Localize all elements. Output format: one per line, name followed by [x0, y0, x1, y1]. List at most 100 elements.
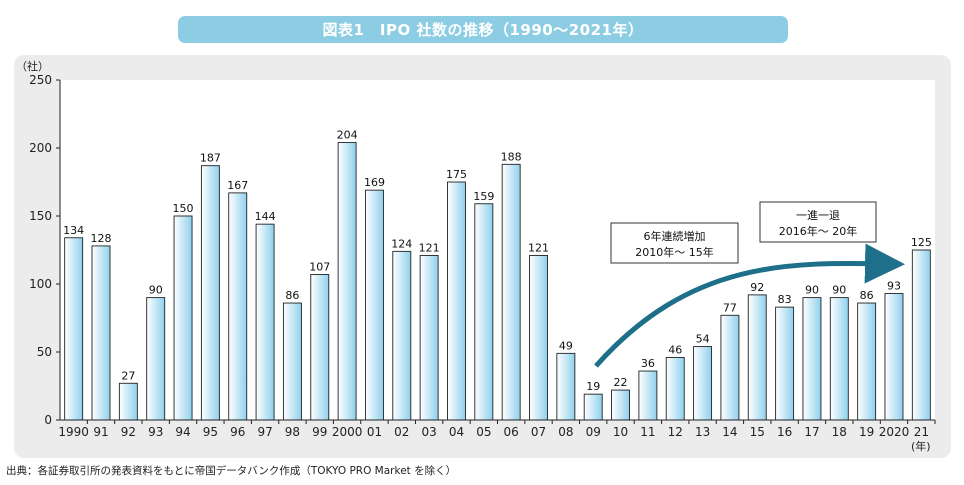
annotation-fluctuation-line2: 2016年〜 20年 — [779, 224, 858, 238]
data-label: 144 — [255, 210, 276, 223]
bar — [447, 181, 466, 421]
bar — [556, 352, 576, 421]
source-note: 出典：各証券取引所の発表資料をもとに帝国データバンク作成（TOKYO PRO M… — [6, 465, 457, 477]
x-tick-label: 1990 — [58, 425, 89, 439]
bar-series: 134 128 27 90 150 187 167 144 86 107 204 169 124 121 1… — [63, 129, 932, 421]
data-label: 77 — [723, 301, 737, 314]
bar — [173, 215, 193, 421]
bar — [365, 189, 384, 421]
data-label: 159 — [473, 190, 494, 203]
x-tick-label: 91 — [93, 425, 108, 439]
x-tick-label: 18 — [832, 425, 847, 439]
bar — [611, 389, 630, 421]
data-label: 86 — [860, 289, 874, 302]
x-tick-label: 98 — [285, 425, 300, 439]
data-label: 121 — [419, 241, 440, 254]
bar — [857, 302, 877, 421]
data-label: 92 — [750, 281, 764, 294]
x-tick-label: 94 — [175, 425, 190, 439]
trend-arrow — [594, 243, 905, 368]
data-label: 19 — [586, 380, 600, 393]
bar — [228, 192, 248, 421]
data-label: 187 — [200, 152, 221, 165]
bar — [884, 293, 904, 421]
bar — [118, 382, 138, 421]
data-label: 22 — [614, 376, 628, 389]
bar — [529, 254, 548, 421]
bar — [638, 370, 658, 421]
data-label: 175 — [446, 168, 467, 181]
x-tick-label: 2000 — [332, 425, 363, 439]
y-tick-label: 150 — [29, 209, 52, 223]
data-label: 49 — [559, 339, 573, 352]
bar — [282, 302, 302, 421]
data-label: 86 — [285, 289, 299, 302]
bar — [802, 297, 822, 421]
bar — [255, 223, 275, 421]
annotation-fluctuation-line1: 一進一退 — [796, 209, 840, 222]
data-label: 167 — [227, 179, 248, 192]
data-label: 93 — [887, 280, 901, 293]
y-tick-label: 100 — [29, 277, 52, 291]
annotation-increase-line2: 2010年〜 15年 — [635, 245, 714, 259]
data-label: 90 — [149, 284, 163, 297]
x-tick-label: 17 — [804, 425, 819, 439]
x-axis: 1990 91 92 93 94 95 96 97 98 99 2000 01 02 03 04 05 06 07… — [58, 419, 936, 439]
x-tick-label: 2020 — [879, 425, 910, 439]
data-label: 121 — [528, 241, 549, 254]
data-label: 125 — [911, 236, 932, 249]
x-tick-label: 08 — [558, 425, 573, 439]
x-tick-label: 19 — [859, 425, 874, 439]
data-label: 188 — [501, 150, 522, 163]
bar — [64, 237, 84, 421]
data-label: 204 — [337, 129, 358, 142]
bar — [91, 245, 111, 421]
x-tick-label: 97 — [257, 425, 272, 439]
x-tick-label: 15 — [750, 425, 765, 439]
x-tick-label: 05 — [476, 425, 491, 439]
bar — [693, 346, 713, 421]
bar — [720, 314, 740, 421]
x-tick-label: 10 — [613, 425, 628, 439]
data-label: 54 — [696, 333, 710, 346]
data-label: 128 — [91, 232, 112, 245]
annotation-increase-line1: 6年連続増加 — [644, 229, 706, 243]
bar — [501, 163, 521, 421]
x-tick-label: 04 — [449, 425, 464, 439]
bar — [911, 249, 931, 421]
x-tick-label: 01 — [367, 425, 382, 439]
data-label: 150 — [173, 202, 194, 215]
data-label: 169 — [364, 176, 385, 189]
y-tick-label: 200 — [29, 141, 52, 155]
bar — [200, 165, 220, 421]
bar — [829, 297, 849, 421]
annotation-increase: 6年連続増加 2010年〜 15年 — [610, 222, 739, 264]
x-tick-label: 06 — [504, 425, 519, 439]
bar — [583, 393, 603, 421]
y-tick-label: 50 — [37, 345, 52, 359]
data-label: 36 — [641, 357, 655, 370]
data-label: 134 — [63, 224, 84, 237]
x-tick-label: 99 — [312, 425, 327, 439]
data-label: 90 — [832, 284, 846, 297]
y-axis-unit: （社） — [16, 59, 49, 73]
data-label: 90 — [805, 284, 819, 297]
x-tick-label: 12 — [668, 425, 683, 439]
x-tick-label: 13 — [695, 425, 710, 439]
x-tick-label: 16 — [777, 425, 792, 439]
data-label: 107 — [309, 260, 330, 273]
data-label: 27 — [121, 369, 135, 382]
x-tick-label: 07 — [531, 425, 546, 439]
bar — [474, 203, 494, 421]
x-tick-label: 93 — [148, 425, 163, 439]
x-tick-label: 09 — [586, 425, 601, 439]
data-label: 83 — [778, 293, 792, 306]
x-tick-label: 21 — [914, 425, 929, 439]
x-tick-label: 11 — [640, 425, 655, 439]
annotation-fluctuation: 一進一退 2016年〜 20年 — [759, 201, 877, 243]
bar — [747, 294, 767, 421]
bar — [337, 142, 357, 421]
x-tick-label: 02 — [394, 425, 409, 439]
bar — [419, 254, 439, 421]
